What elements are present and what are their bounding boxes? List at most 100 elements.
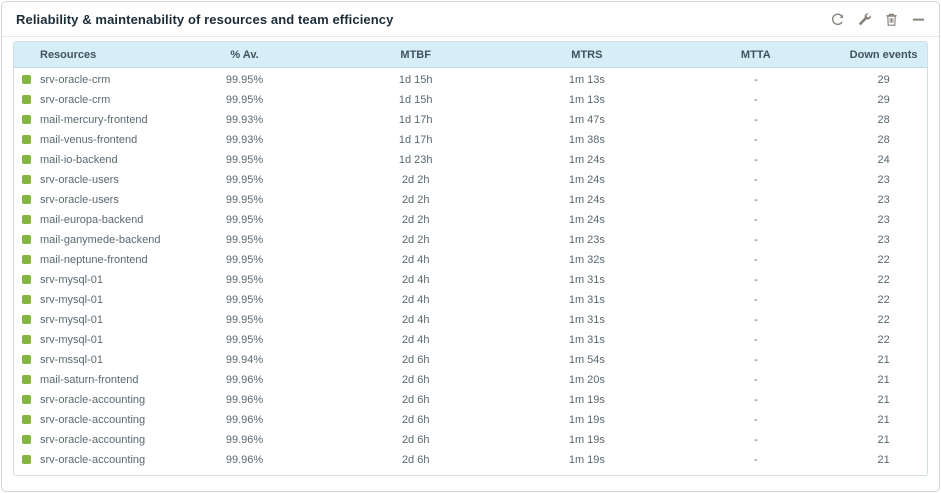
resource-cell: srv-oracle-users [14, 191, 160, 211]
mtta-cell: - [753, 174, 758, 186]
mtbf-cell: 1d 15h [398, 74, 433, 86]
availability-cell: 99.95% [225, 74, 264, 86]
status-ok-icon [22, 375, 31, 384]
down-events-cell: 21 [877, 354, 890, 366]
mtrs-cell: 1m 38s [568, 134, 605, 146]
status-ok-icon [22, 295, 31, 304]
table-row: srv-mysql-01 99.95% 2d 4h 1m 31s - 22 [14, 331, 927, 351]
availability-cell: 99.95% [225, 334, 264, 346]
mtta-cell: - [753, 374, 758, 386]
availability-cell: 99.93% [225, 134, 264, 146]
status-ok-icon [22, 75, 31, 84]
mtrs-cell: 1m 23s [568, 234, 605, 246]
mtrs-cell: 1m 31s [568, 294, 605, 306]
resource-cell: srv-mysql-01 [14, 271, 160, 291]
mtta-cell: - [753, 134, 758, 146]
table-row: srv-mysql-01 99.95% 2d 4h 1m 31s - 22 [14, 291, 927, 311]
refresh-icon[interactable] [830, 12, 845, 27]
availability-cell: 99.96% [225, 434, 264, 446]
mtbf-cell: 2d 2h [401, 174, 430, 186]
availability-cell: 99.95% [225, 174, 264, 186]
down-events-cell: 23 [877, 194, 890, 206]
mtta-cell: - [753, 114, 758, 126]
mtta-cell: - [753, 394, 758, 406]
availability-cell: 99.96% [225, 374, 264, 386]
mtta-cell: - [753, 334, 758, 346]
mtrs-cell: 1m 24s [568, 194, 605, 206]
mtrs-cell: 1m 24s [568, 174, 605, 186]
resource-name: mail-venus-frontend [40, 134, 138, 146]
mtbf-cell: 2d 4h [401, 314, 430, 326]
table-row: mail-venus-frontend 99.93% 1d 17h 1m 38s - 28 [14, 131, 927, 151]
col-header-mtrs: MTRS [502, 42, 672, 68]
resource-cell: mail-neptune-frontend [14, 251, 160, 271]
table-row: srv-oracle-crm 99.95% 1d 15h 1m 13s - 29 [14, 68, 927, 92]
down-events-cell: 29 [877, 74, 890, 86]
resource-cell: srv-oracle-crm [14, 91, 160, 111]
table-body: srv-oracle-crm 99.95% 1d 15h 1m 13s -29 srv-o… [14, 68, 927, 476]
availability-cell: 99.96% [225, 414, 264, 426]
resource-name: srv-oracle-accounting [40, 434, 146, 446]
mtbf-cell: 2d 2h [401, 214, 430, 226]
mtbf-cell: 2d 4h [401, 294, 430, 306]
trash-icon[interactable] [884, 12, 899, 27]
resource-name: mail-ganymede-backend [40, 234, 161, 246]
down-events-cell: 28 [877, 114, 890, 126]
mtrs-cell: 1m 24s [568, 214, 605, 226]
down-events-cell: 29 [877, 94, 890, 106]
resource-name: mail-saturn-frontend [40, 374, 139, 386]
resource-name: srv-oracle-accounting [40, 414, 146, 426]
col-header-resources: Resources [14, 42, 161, 68]
table-row: srv-oracle-accounting 99.96% 2d 6h 1m 19s - 2… [14, 391, 927, 411]
mtbf-cell: 2d 6h [401, 414, 430, 426]
resource-cell: srv-mssql-01 [14, 351, 160, 371]
status-ok-icon [22, 395, 31, 404]
col-header-down-events: Down events [840, 42, 927, 68]
mtbf-cell: 2d 6h [401, 434, 430, 446]
mtbf-cell: 2d 6h [401, 394, 430, 406]
table-row: srv-oracle-accounting 99.96% 2d 6h 1m 19s - 2… [14, 431, 927, 451]
availability-cell: 99.95% [225, 274, 264, 286]
panel-title: Reliability & maintenability of resource… [16, 11, 394, 27]
status-ok-icon [22, 455, 31, 464]
mtrs-cell: 1m 19s [568, 394, 605, 406]
table-row: srv-oracle-accounting 99.96% 2d 6h 1m 19s - 2… [14, 451, 927, 475]
down-events-cell: 22 [877, 334, 890, 346]
status-ok-icon [22, 115, 31, 124]
down-events-cell: 21 [877, 414, 890, 426]
col-header-mtta: MTTA [671, 42, 841, 68]
mtrs-cell: 1m 19s [568, 414, 605, 426]
resource-cell: mail-ganymede-backend [14, 231, 160, 251]
resource-name: mail-mercury-frontend [40, 114, 148, 126]
table-row: srv-oracle-users 99.95% 2d 2h 1m 24s - 23 [14, 191, 927, 211]
mtrs-cell: 1m 20s [568, 374, 605, 386]
wrench-icon[interactable] [857, 12, 872, 27]
mtta-cell: - [753, 74, 758, 86]
status-ok-icon [22, 275, 31, 284]
mtta-cell: - [753, 294, 758, 306]
minus-icon[interactable] [911, 12, 926, 27]
mtta-cell: - [753, 94, 758, 106]
resource-name: srv-oracle-users [40, 174, 119, 186]
mtta-cell: - [753, 354, 758, 366]
resource-cell: mail-venus-frontend [14, 131, 160, 151]
down-events-cell: 22 [877, 294, 890, 306]
status-ok-icon [22, 415, 31, 424]
mtbf-cell: 2d 2h [401, 234, 430, 246]
mtta-cell: - [753, 214, 758, 226]
mtbf-cell: 1d 17h [398, 114, 433, 126]
availability-cell: 99.95% [225, 234, 264, 246]
availability-cell: 99.96% [225, 454, 264, 466]
down-events-cell: 22 [877, 314, 890, 326]
mtbf-cell: 2d 4h [401, 274, 430, 286]
down-events-cell: 21 [877, 434, 890, 446]
down-events-cell: 21 [877, 394, 890, 406]
status-ok-icon [22, 315, 31, 324]
mtta-cell: - [753, 454, 758, 466]
status-ok-icon [22, 335, 31, 344]
mtta-cell: - [753, 194, 758, 206]
mtta-cell: - [753, 154, 758, 166]
mtbf-cell: 2d 2h [401, 194, 430, 206]
down-events-cell: 24 [877, 154, 890, 166]
down-events-cell: 23 [877, 214, 890, 226]
